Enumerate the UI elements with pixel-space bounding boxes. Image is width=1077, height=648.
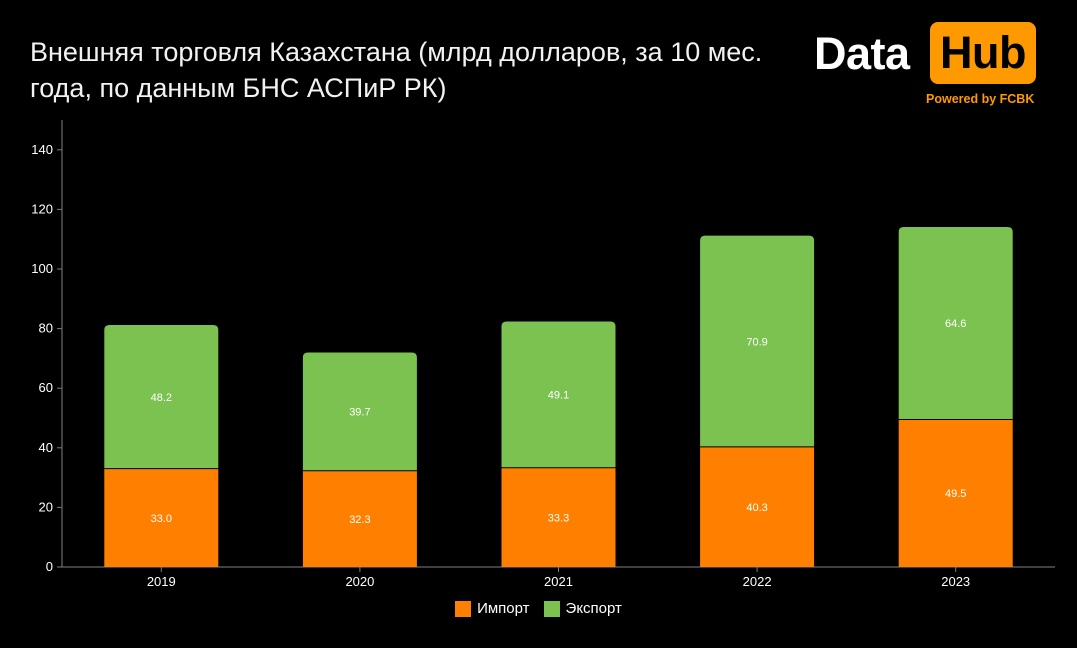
data-label-export: 48.2: [151, 392, 172, 404]
x-tick-label: 2020: [345, 574, 374, 589]
x-tick-label: 2021: [544, 574, 573, 589]
data-label-import: 40.3: [746, 502, 767, 514]
y-tick-label: 0: [46, 559, 53, 574]
bar-segment-export: [302, 352, 417, 471]
bar-segment-import: [501, 467, 616, 567]
bar-segment-import: [700, 446, 815, 567]
legend-item-export: Экспорт: [543, 600, 622, 617]
y-tick-label: 80: [39, 321, 53, 336]
chart-title: Внешняя торговля Казахстана (млрд доллар…: [30, 34, 790, 106]
x-tick-label: 2019: [147, 574, 176, 589]
bar-segment-export: [104, 325, 219, 469]
y-tick-label: 20: [39, 499, 53, 514]
y-tick-label: 40: [39, 440, 53, 455]
y-tick-label: 100: [31, 261, 53, 276]
logo-word-data: Data: [814, 28, 910, 79]
data-label-export: 70.9: [746, 336, 767, 348]
chart-legend: Импорт Экспорт: [0, 600, 1077, 617]
bar-segment-export: [898, 226, 1013, 420]
bar-segment-import: [104, 468, 219, 567]
legend-swatch-export: [543, 600, 560, 617]
bar-segment-export: [700, 235, 815, 447]
bar-segment-import: [302, 470, 417, 567]
y-tick-label: 60: [39, 380, 53, 395]
chart-title-line-2: года, по данным БНС АСПиР РК): [30, 73, 447, 103]
logo-tagline: Powered by FCBK: [926, 92, 1035, 106]
legend-item-import: Импорт: [455, 600, 530, 617]
legend-label-import: Импорт: [477, 600, 530, 617]
y-tick-label: 140: [31, 142, 53, 157]
legend-label-export: Экспорт: [565, 600, 622, 617]
data-label-import: 49.5: [945, 488, 966, 500]
data-label-export: 39.7: [349, 407, 370, 419]
data-label-import: 32.3: [349, 514, 370, 526]
bar-segment-import: [898, 419, 1013, 567]
data-label-export: 64.6: [945, 318, 966, 330]
datahub-logo: Data Hub Powered by FCBK: [814, 20, 1044, 110]
data-label-export: 49.1: [548, 390, 569, 402]
data-label-import: 33.3: [548, 512, 569, 524]
data-label-import: 33.0: [151, 513, 172, 525]
x-tick-label: 2023: [941, 574, 970, 589]
chart-title-line-1: Внешняя торговля Казахстана (млрд доллар…: [30, 37, 763, 67]
legend-swatch-import: [455, 600, 472, 617]
logo-word-hub: Hub: [930, 22, 1036, 84]
y-tick-label: 120: [31, 201, 53, 216]
x-tick-label: 2022: [743, 574, 772, 589]
bar-segment-export: [501, 321, 616, 468]
